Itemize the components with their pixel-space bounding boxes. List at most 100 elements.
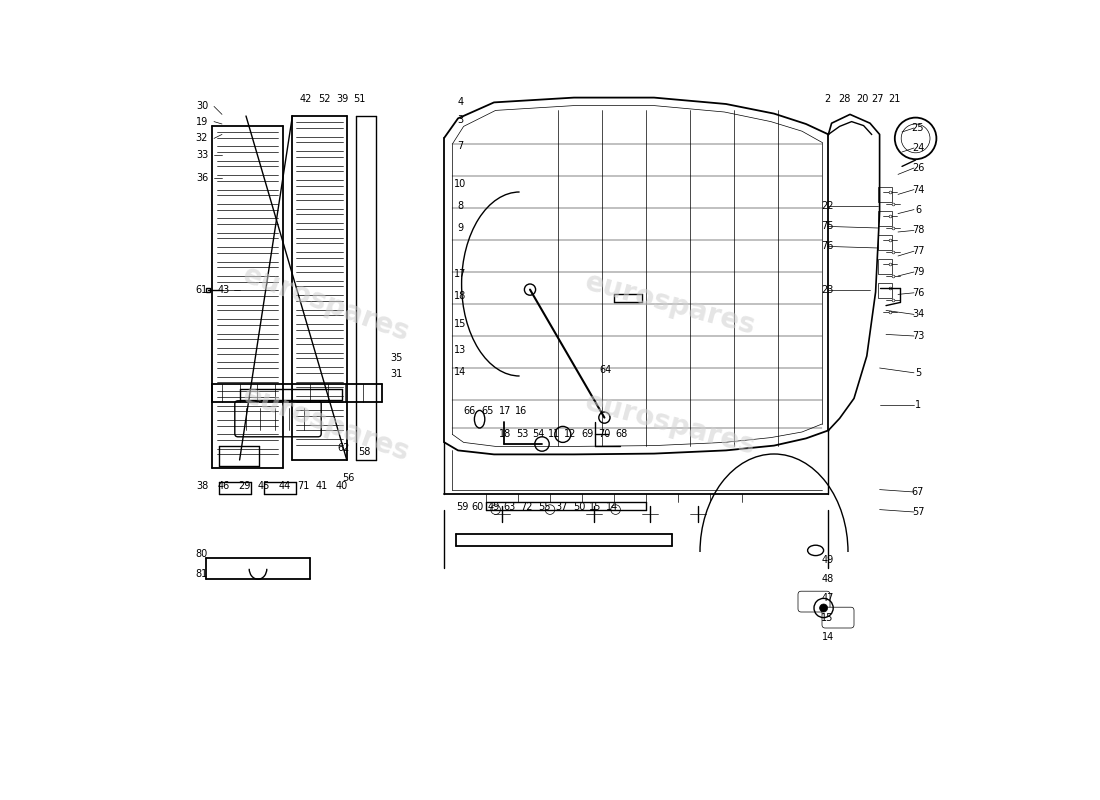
Text: 61: 61 (196, 286, 208, 295)
Text: 6: 6 (915, 205, 921, 214)
Text: 4: 4 (458, 98, 463, 107)
Text: 74: 74 (912, 185, 924, 194)
Text: 10: 10 (454, 179, 466, 189)
Text: 37: 37 (556, 502, 568, 512)
Text: 81: 81 (196, 569, 208, 578)
FancyBboxPatch shape (798, 591, 830, 612)
Text: 28: 28 (838, 94, 850, 104)
Text: 24: 24 (912, 143, 924, 153)
Text: 63: 63 (504, 502, 516, 512)
Text: 50: 50 (573, 502, 586, 512)
Text: 14: 14 (454, 367, 466, 377)
Text: 33: 33 (196, 150, 208, 160)
Text: 43: 43 (218, 286, 230, 295)
Text: 13: 13 (454, 345, 466, 354)
Text: 76: 76 (912, 288, 924, 298)
Text: 58: 58 (359, 447, 371, 457)
Text: 2: 2 (825, 94, 830, 104)
Text: 70: 70 (598, 429, 611, 438)
Text: 9: 9 (458, 223, 463, 233)
Text: 77: 77 (912, 246, 924, 256)
Text: 39: 39 (336, 94, 348, 104)
Text: 15: 15 (590, 502, 602, 512)
Text: 20: 20 (856, 94, 868, 104)
Text: 35: 35 (390, 353, 403, 362)
Text: 18: 18 (454, 291, 466, 301)
Bar (878, 283, 892, 298)
Text: 64: 64 (600, 366, 612, 375)
Text: 76: 76 (822, 242, 834, 251)
Text: 57: 57 (912, 507, 924, 517)
Text: 67: 67 (912, 487, 924, 497)
Text: 14: 14 (606, 502, 618, 512)
Text: 38: 38 (196, 482, 208, 491)
Text: 48: 48 (822, 574, 834, 584)
Text: 78: 78 (912, 226, 924, 235)
Text: 51: 51 (353, 94, 366, 104)
Bar (878, 259, 892, 274)
Text: 11: 11 (548, 429, 560, 438)
Text: 42: 42 (300, 94, 312, 104)
Text: 45: 45 (257, 482, 270, 491)
Text: 49: 49 (822, 555, 834, 565)
Text: 75: 75 (822, 222, 834, 231)
Text: 66: 66 (464, 406, 476, 416)
Text: eurospares: eurospares (239, 381, 414, 467)
Text: 62: 62 (338, 443, 350, 453)
Text: 36: 36 (196, 173, 208, 182)
Text: 8: 8 (458, 202, 463, 211)
Text: 69: 69 (582, 429, 594, 438)
Text: 7: 7 (458, 141, 463, 150)
Text: 14: 14 (822, 632, 834, 642)
Text: 16: 16 (515, 406, 527, 416)
Bar (878, 235, 892, 250)
Text: 15: 15 (454, 319, 466, 329)
Circle shape (820, 604, 827, 612)
Text: 29: 29 (239, 482, 251, 491)
Text: 17: 17 (454, 269, 466, 278)
Text: 32: 32 (196, 134, 208, 143)
Bar (878, 187, 892, 202)
Text: 60: 60 (472, 502, 484, 512)
Text: eurospares: eurospares (582, 268, 759, 340)
Text: 73: 73 (912, 331, 924, 341)
Text: 22: 22 (822, 202, 834, 211)
FancyBboxPatch shape (822, 607, 854, 628)
Text: 30: 30 (196, 102, 208, 111)
Text: eurospares: eurospares (582, 388, 759, 460)
FancyBboxPatch shape (234, 401, 321, 437)
Text: 47: 47 (822, 594, 834, 603)
Text: 52: 52 (318, 94, 331, 104)
Text: 71: 71 (297, 482, 310, 491)
Text: 80: 80 (196, 550, 208, 559)
Text: 56: 56 (342, 473, 354, 482)
Text: 46: 46 (218, 482, 230, 491)
Text: 40: 40 (336, 482, 348, 491)
Text: 12: 12 (564, 429, 576, 438)
Text: 41: 41 (316, 482, 328, 491)
Text: 55: 55 (538, 502, 551, 512)
Text: 79: 79 (912, 267, 924, 277)
Text: 18: 18 (499, 429, 512, 438)
Text: 21: 21 (888, 94, 900, 104)
Text: 49: 49 (488, 502, 501, 512)
Text: eurospares: eurospares (239, 261, 414, 347)
Text: 72: 72 (519, 502, 532, 512)
Text: 59: 59 (455, 502, 469, 512)
Text: 34: 34 (912, 310, 924, 319)
Text: 15: 15 (822, 613, 834, 622)
Text: 25: 25 (912, 123, 924, 133)
Text: 68: 68 (616, 429, 628, 438)
Text: 54: 54 (531, 429, 544, 438)
Text: 5: 5 (915, 368, 921, 378)
Text: 19: 19 (196, 117, 208, 126)
Text: 3: 3 (458, 115, 463, 125)
Text: 23: 23 (822, 286, 834, 295)
Text: 53: 53 (516, 429, 528, 438)
Text: 44: 44 (278, 482, 290, 491)
Text: 1: 1 (915, 400, 921, 410)
Bar (878, 211, 892, 226)
Text: 17: 17 (499, 406, 512, 416)
Text: 65: 65 (482, 406, 494, 416)
Text: 26: 26 (912, 163, 924, 173)
